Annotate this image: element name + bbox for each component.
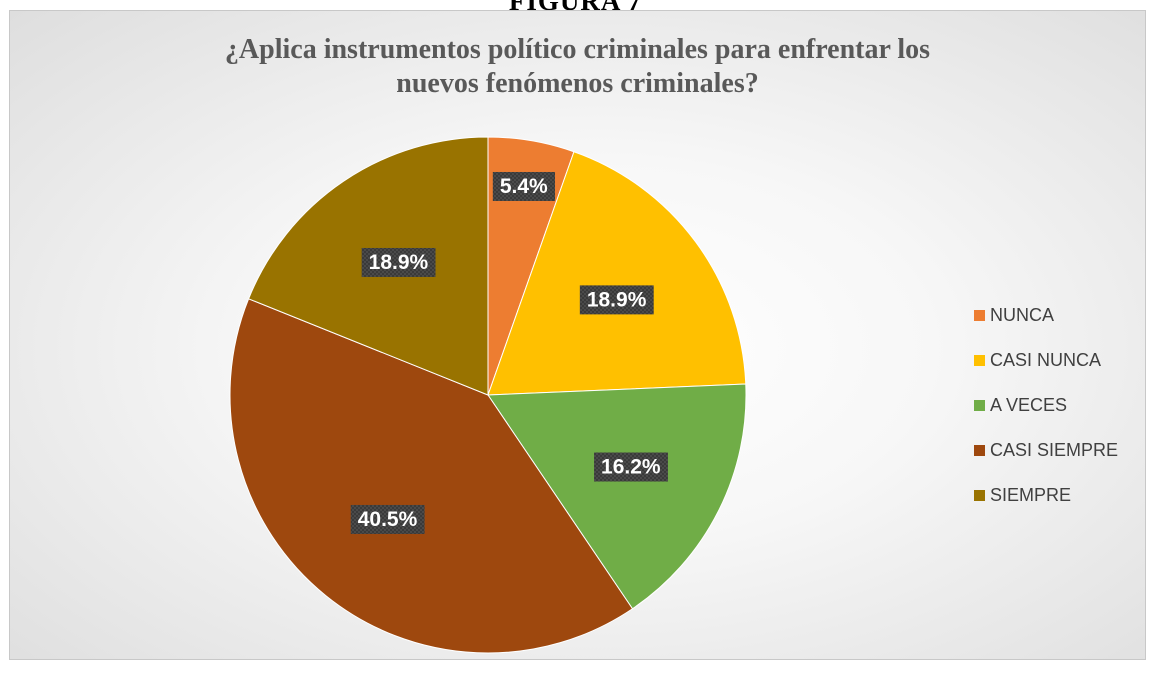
pie-chart: 5.4% 18.9% 16.2% 40.5% 18.9% [229, 136, 747, 654]
chart-title-line-1: ¿Aplica instrumentos político criminales… [224, 34, 931, 65]
legend-label: NUNCA [990, 305, 1055, 325]
legend-label: A VECES [990, 395, 1068, 415]
legend-label: SIEMPRE [990, 485, 1072, 505]
data-label-casi-siempre: 40.5% [350, 504, 425, 534]
data-label-nunca: 5.4% [492, 171, 556, 201]
legend-label: CASI NUNCA [990, 350, 1102, 370]
data-label-a-veces: 16.2% [594, 452, 668, 482]
legend-swatch [974, 400, 985, 411]
chart-title-line-2: nuevos fenómenos criminales? [396, 68, 759, 99]
pie-slice-casi-siempre [229, 298, 634, 654]
legend-swatch [974, 310, 985, 321]
chart-title: ¿Aplica instrumentos político criminales… [10, 33, 1145, 101]
legend-item-siempre: SIEMPRE [974, 473, 1144, 518]
legend-item-a-veces: A VECES [974, 383, 1144, 428]
legend-swatch [974, 490, 985, 501]
legend-item-casi-siempre: CASI SIEMPRE [974, 428, 1144, 473]
data-label-siempre: 18.9% [361, 247, 436, 277]
svg-text:18.9%: 18.9% [369, 251, 429, 274]
pie-slice-a-veces [487, 383, 747, 610]
svg-text:5.4%: 5.4% [500, 175, 548, 198]
legend-swatch [974, 355, 985, 366]
legend-item-nunca: NUNCA [974, 293, 1144, 338]
chart-legend: NUNCA CASI NUNCA A VECES CASI SIEMPRE SIEMPR… [974, 293, 1144, 518]
legend-item-casi-nunca: CASI NUNCA [974, 338, 1144, 383]
legend-label: CASI SIEMPRE [990, 440, 1119, 460]
chart-area: ¿Aplica instrumentos político criminales… [9, 10, 1146, 660]
svg-text:16.2%: 16.2% [601, 456, 661, 479]
pie-slice-casi-nunca [487, 151, 747, 396]
svg-text:40.5%: 40.5% [358, 508, 418, 531]
legend-swatch [974, 445, 985, 456]
svg-text:18.9%: 18.9% [587, 288, 647, 311]
data-label-casi-nunca: 18.9% [579, 285, 654, 315]
